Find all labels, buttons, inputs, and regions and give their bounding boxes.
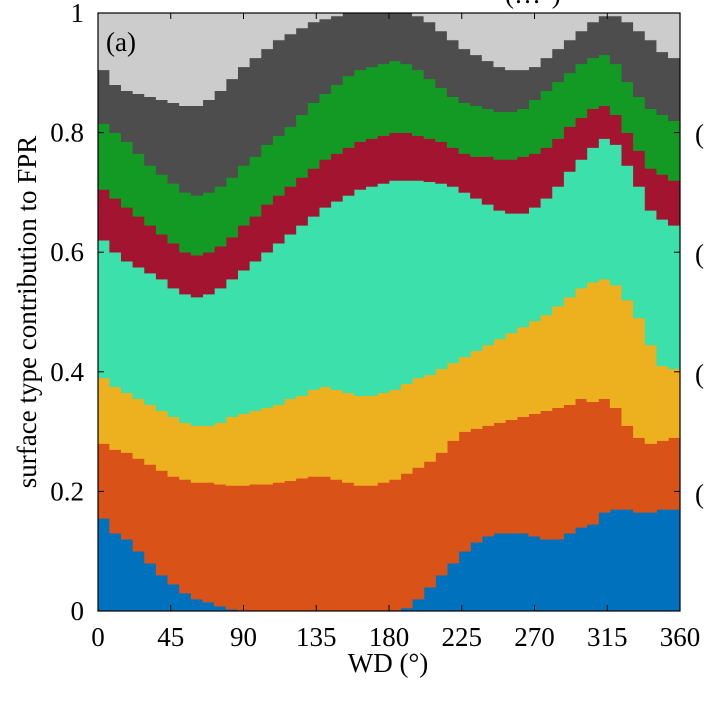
y-tick-label: 0 xyxy=(71,596,85,626)
clipped-text-3: ( xyxy=(695,359,704,389)
clipped-text-4: ( xyxy=(695,479,704,509)
x-tick-label: 225 xyxy=(442,622,483,652)
clipped-title: (…°) xyxy=(505,0,561,9)
x-axis-label: WD (°) xyxy=(348,648,429,678)
x-tick-label: 180 xyxy=(369,622,410,652)
x-tick-label: 360 xyxy=(660,622,701,652)
x-tick-label: 135 xyxy=(296,622,337,652)
y-tick-label: 0.4 xyxy=(50,357,84,387)
clipped-text-1: ( xyxy=(695,119,704,149)
x-tick-label: 90 xyxy=(230,622,257,652)
x-tick-label: 0 xyxy=(91,622,105,652)
x-tick-label: 45 xyxy=(157,622,184,652)
x-tick-label: 315 xyxy=(587,622,628,652)
y-axis-label: surface type contribution to FPR xyxy=(12,136,42,488)
x-tick-label: 270 xyxy=(514,622,555,652)
stacked-areas xyxy=(97,12,681,612)
y-tick-label: 0.2 xyxy=(50,476,84,506)
y-tick-label: 1 xyxy=(71,0,85,28)
panel-label: (a) xyxy=(106,27,136,57)
x-axis-ticks: 0 45 90 135 180 225 270 315 360 xyxy=(91,13,700,652)
y-axis-ticks: 0 0.2 0.4 0.6 0.8 1 xyxy=(50,0,680,626)
y-tick-label: 0.8 xyxy=(50,118,84,148)
y-tick-label: 0.6 xyxy=(50,237,84,267)
clipped-text-2: ( xyxy=(695,239,704,269)
